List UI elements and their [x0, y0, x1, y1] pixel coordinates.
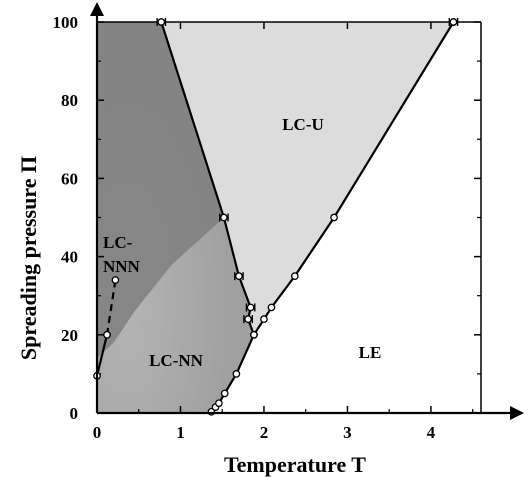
data-point	[246, 303, 255, 312]
data-point	[232, 370, 241, 378]
x-tick-labels: 0 1 2 3 4	[93, 423, 436, 442]
y-axis-label: Spreading pressure Π	[16, 156, 41, 360]
region-lc-nnn	[97, 22, 224, 359]
y-tick-label: 20	[61, 326, 78, 345]
x-axis-label: Temperature T	[224, 452, 366, 477]
series-line	[95, 334, 109, 377]
x-tick-label: 0	[93, 423, 102, 442]
data-point	[330, 213, 338, 222]
x-tick-label: 3	[343, 423, 352, 442]
data-point	[235, 272, 243, 280]
data-point	[290, 272, 299, 280]
y-tick-label: 100	[53, 13, 79, 32]
data-point	[260, 315, 268, 324]
data-point	[220, 389, 229, 398]
data-point	[250, 330, 258, 339]
y-tick-label: 60	[61, 169, 78, 188]
data-point	[244, 315, 252, 324]
region-label-le: LE	[359, 343, 382, 362]
y-tick-label: 80	[61, 91, 78, 110]
y-axis-arrow	[90, 2, 104, 16]
data-point	[103, 330, 111, 339]
y-tick-label: 40	[61, 248, 78, 267]
y-tick-labels: 0 20 40 60 80 100	[53, 13, 79, 423]
region-label-lc-nnn-line1: LC-	[103, 233, 133, 252]
region-label-lc-nnn-line2: NNN	[103, 257, 141, 276]
series-line-dashed	[105, 279, 117, 335]
region-label-lc-u: LC-U	[282, 115, 324, 134]
data-point	[111, 276, 120, 284]
region-label-lc-nn: LC-NN	[149, 351, 204, 370]
x-tick-label: 1	[176, 423, 185, 442]
data-point	[449, 18, 458, 26]
x-tick-label: 4	[427, 423, 436, 442]
data-point	[215, 399, 223, 408]
x-tick-label: 2	[260, 423, 269, 442]
data-point	[157, 18, 166, 26]
y-tick-label: 0	[70, 404, 79, 423]
axes	[90, 2, 524, 420]
x-axis-arrow	[510, 406, 524, 420]
region-label-lc-nnn: LC- NNN	[103, 233, 141, 276]
data-point	[220, 213, 228, 222]
data-point	[267, 303, 276, 312]
